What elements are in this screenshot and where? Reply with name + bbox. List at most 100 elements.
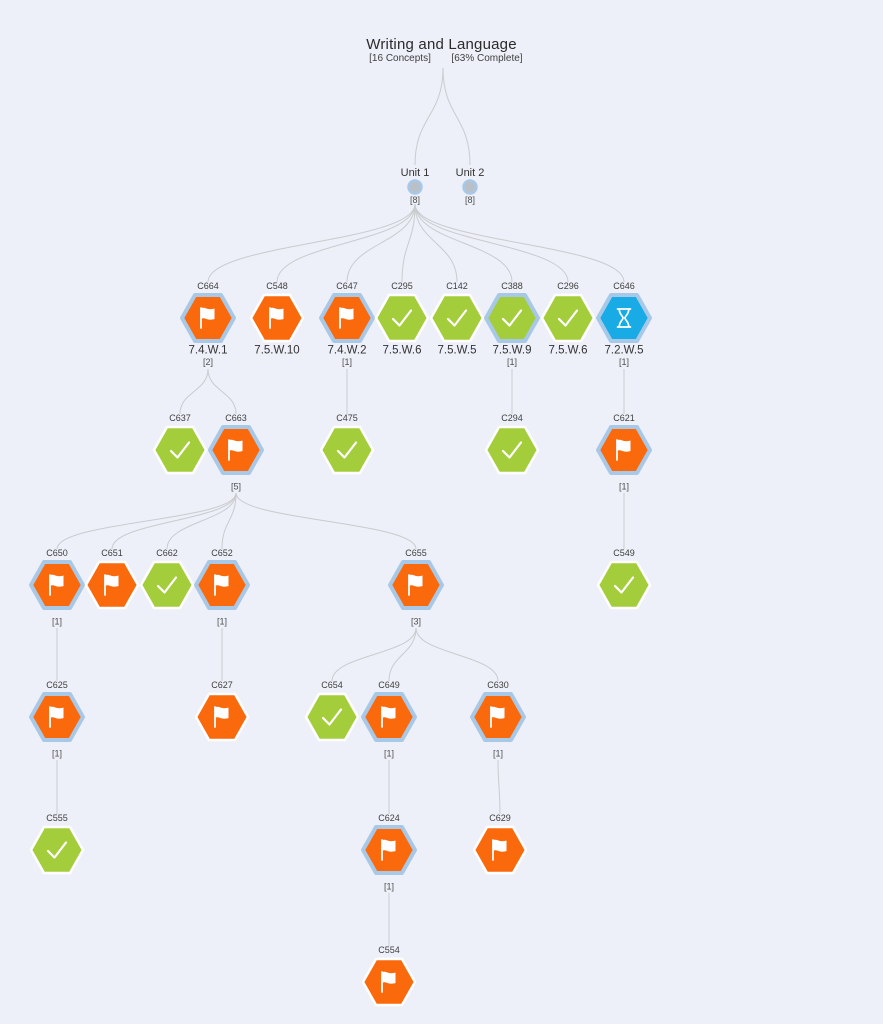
concept-node-C294[interactable]: C294 xyxy=(484,413,540,475)
hexagon-shape xyxy=(484,425,540,475)
concept-node-C647[interactable]: C647 7.4.W.2[1] xyxy=(319,281,375,367)
flag-icon xyxy=(492,839,507,861)
concept-node-C650[interactable]: C650 [1] xyxy=(29,548,85,627)
hexagon-shape xyxy=(429,293,485,343)
unit-node-unit2[interactable]: Unit 2 [8] xyxy=(456,167,485,205)
complete-percent-label: [63% Complete] xyxy=(451,53,523,64)
hexagon-shape xyxy=(484,293,540,343)
concept-node-C629[interactable]: C629 xyxy=(472,813,528,875)
concept-id-label: C625 xyxy=(46,680,68,690)
concept-node-C651[interactable]: C651 xyxy=(84,548,140,610)
unit-node-unit1[interactable]: Unit 1 [8] xyxy=(401,167,430,205)
child-count-label: [1] xyxy=(52,749,62,759)
concept-id-label: C627 xyxy=(211,680,233,690)
concept-node-C555[interactable]: C555 xyxy=(29,813,85,875)
flag-icon xyxy=(49,574,64,596)
concept-node-C646[interactable]: C646 7.2.W.5[1] xyxy=(596,281,652,367)
edge-C664-C663 xyxy=(207,368,237,415)
concept-id-label: C647 xyxy=(336,281,358,291)
unit-child-count-label: [8] xyxy=(410,195,420,205)
concept-node-C549[interactable]: C549 xyxy=(596,548,652,610)
flag-icon xyxy=(269,307,284,329)
edge-unit1-C295 xyxy=(401,203,416,283)
flag-icon xyxy=(381,839,396,861)
child-count-label: [1] xyxy=(52,617,62,627)
concept-id-label: C296 xyxy=(557,281,579,291)
hexagon-shape xyxy=(29,825,85,875)
concept-node-C662[interactable]: C662 xyxy=(139,548,195,610)
concept-node-C475[interactable]: C475 xyxy=(319,413,375,475)
concept-node-C295[interactable]: C295 7.5.W.6 xyxy=(374,281,430,357)
concept-node-C627[interactable]: C627 xyxy=(194,680,250,742)
standard-label: 7.5.W.6 xyxy=(549,345,588,357)
concept-id-label: C664 xyxy=(197,281,219,291)
child-count-label: [3] xyxy=(411,617,421,627)
hexagon-shape xyxy=(596,293,652,343)
hexagon-shape xyxy=(139,560,195,610)
edge-unit1-C548 xyxy=(276,203,416,283)
concept-id-label: C630 xyxy=(487,680,509,690)
check-icon xyxy=(46,841,68,859)
check-icon xyxy=(446,309,468,327)
flag-icon xyxy=(381,706,396,728)
hourglass-icon xyxy=(616,308,632,328)
edge-C655-C630 xyxy=(415,627,499,682)
concept-id-label: C652 xyxy=(211,548,233,558)
concept-node-C649[interactable]: C649 [1] xyxy=(361,680,417,759)
edge-C663-C651 xyxy=(111,492,237,550)
concept-id-label: C621 xyxy=(613,413,635,423)
concept-node-C624[interactable]: C624 [1] xyxy=(361,813,417,892)
concept-node-C621[interactable]: C621 [1] xyxy=(596,413,652,492)
concept-node-C637[interactable]: C637 xyxy=(152,413,208,475)
hexagon-shape xyxy=(304,692,360,742)
concept-node-C664[interactable]: C664 7.4.W.1[2] xyxy=(180,281,236,367)
hexagon-shape xyxy=(319,425,375,475)
concept-node-C625[interactable]: C625 [1] xyxy=(29,680,85,759)
flag-icon xyxy=(228,439,243,461)
standard-label: 7.4.W.2 xyxy=(328,345,367,357)
concept-id-label: C475 xyxy=(336,413,358,423)
flag-icon xyxy=(381,971,396,993)
concept-node-C388[interactable]: C388 7.5.W.9[1] xyxy=(484,281,540,367)
edge-unit1-C296 xyxy=(414,203,569,283)
concept-node-C655[interactable]: C655 [3] xyxy=(388,548,444,627)
check-icon xyxy=(391,309,413,327)
concept-id-label: C650 xyxy=(46,548,68,558)
flag-icon xyxy=(200,307,215,329)
concept-node-C663[interactable]: C663 [5] xyxy=(208,413,264,492)
concept-node-C652[interactable]: C652 [1] xyxy=(194,548,250,627)
standard-label: 7.5.W.5 xyxy=(438,345,477,357)
concept-id-label: C388 xyxy=(501,281,523,291)
unit-label: Unit 2 xyxy=(456,167,485,179)
check-icon xyxy=(169,441,191,459)
standard-label: 7.5.W.6 xyxy=(383,345,422,357)
concept-id-label: C549 xyxy=(613,548,635,558)
concept-id-label: C654 xyxy=(321,680,343,690)
child-count-label: [1] xyxy=(342,357,352,367)
check-icon xyxy=(501,441,523,459)
check-icon xyxy=(501,309,523,327)
flag-icon xyxy=(408,574,423,596)
concept-node-C654[interactable]: C654 xyxy=(304,680,360,742)
concept-id-label: C637 xyxy=(169,413,191,423)
standard-label: 7.4.W.1 xyxy=(189,345,228,357)
edge-C655-C654 xyxy=(331,627,417,682)
concept-node-C630[interactable]: C630 [1] xyxy=(470,680,526,759)
concept-node-C548[interactable]: C548 7.5.W.10 xyxy=(249,281,305,357)
flag-icon xyxy=(490,706,505,728)
edge-root-unit2 xyxy=(442,67,471,166)
concepts-count-label: [16 Concepts] xyxy=(369,53,431,64)
check-icon xyxy=(613,576,635,594)
edge-C655-C649 xyxy=(388,627,417,682)
edge-C664-C637 xyxy=(179,368,209,415)
concept-id-label: C649 xyxy=(378,680,400,690)
concept-node-C554[interactable]: C554 xyxy=(361,945,417,1007)
check-icon xyxy=(156,576,178,594)
child-count-label: [1] xyxy=(619,357,629,367)
hexagon-shape xyxy=(596,560,652,610)
concept-node-C142[interactable]: C142 7.5.W.5 xyxy=(429,281,485,357)
concept-node-C296[interactable]: C296 7.5.W.6 xyxy=(540,281,596,357)
child-count-label: [1] xyxy=(384,749,394,759)
